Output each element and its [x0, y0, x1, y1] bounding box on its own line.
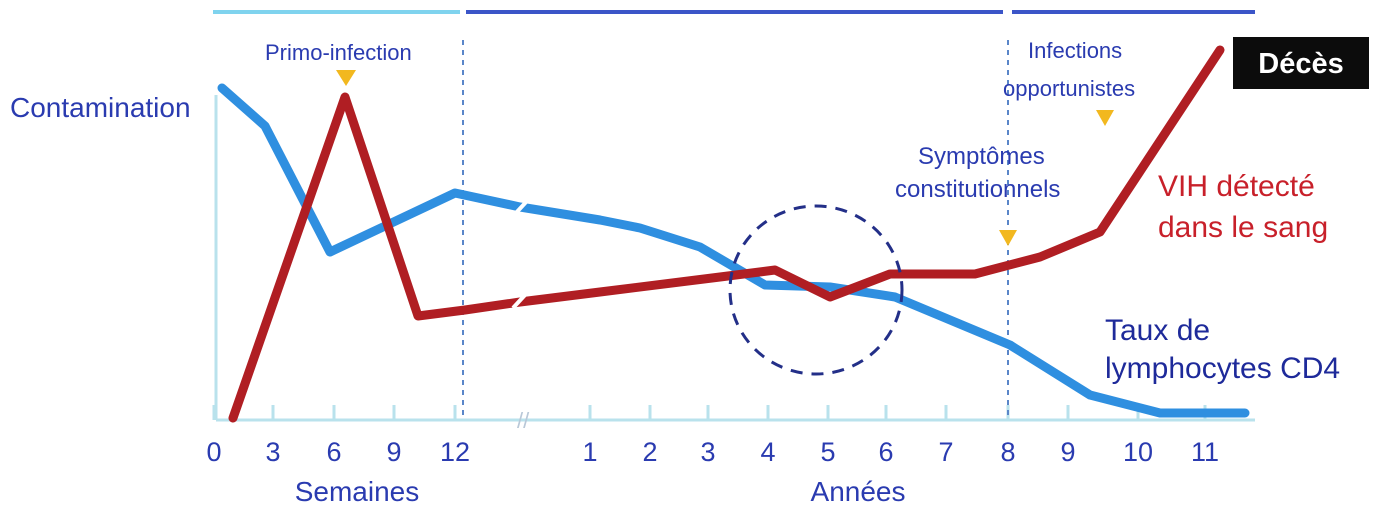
vih-label-line2: dans le sang — [1158, 211, 1328, 244]
axes — [212, 95, 1255, 422]
week-tick-label: 9 — [386, 437, 401, 467]
week-tick-label: 0 — [206, 437, 221, 467]
deces-box — [1233, 37, 1369, 89]
contamination-label: Contamination — [10, 92, 191, 123]
year-tick-label: 6 — [878, 437, 893, 467]
year-tick-label: 11 — [1191, 437, 1219, 467]
vih-break-mark — [511, 293, 527, 310]
symptomes-marker — [999, 230, 1017, 246]
vih-curve — [228, 45, 1225, 423]
infections-label-line2: opportunistes — [1003, 76, 1135, 101]
year-tick-label: 8 — [1000, 437, 1015, 467]
infections-marker — [1096, 110, 1114, 126]
vih-label-line1: VIH détecté — [1158, 170, 1315, 203]
year-tick-label: 5 — [820, 437, 835, 467]
week-tick-label: 6 — [326, 437, 341, 467]
crossover-circle — [728, 204, 904, 376]
year-tick-label: 7 — [938, 437, 953, 467]
year-tick-label: 2 — [642, 437, 657, 467]
phase-separators — [462, 40, 1009, 420]
year-tick-label: 4 — [760, 437, 775, 467]
week-tick-label: 3 — [265, 437, 280, 467]
year-tick-label: 3 — [700, 437, 715, 467]
taux-label-line1: Taux de — [1105, 314, 1210, 347]
week-tick-label: 12 — [440, 437, 470, 467]
taux-label-line2: lymphocytes CD4 — [1105, 352, 1340, 385]
tick-labels: 0 3 6 9 12 1 2 3 4 5 6 7 8 9 10 11 — [206, 437, 1219, 467]
annees-axis-label: Années — [811, 476, 906, 507]
primo-infection-label: Primo-infection — [265, 40, 412, 65]
infections-label-line1: Infections — [1028, 38, 1122, 63]
semaines-axis-label: Semaines — [295, 476, 420, 507]
symptomes-label-line2: constitutionnels — [895, 176, 1060, 203]
symptomes-label-line1: Symptômes — [918, 143, 1045, 170]
tick-lines — [212, 405, 1207, 420]
deces-label: Décès — [1258, 48, 1343, 80]
year-tick-label: 1 — [582, 437, 597, 467]
axis-break-mark: // — [517, 408, 530, 433]
year-tick-label: 10 — [1123, 437, 1153, 467]
cd4-break-mark — [513, 199, 529, 216]
primo-marker — [336, 70, 356, 86]
year-tick-label: 9 — [1060, 437, 1075, 467]
cd4-curve — [217, 83, 1250, 418]
